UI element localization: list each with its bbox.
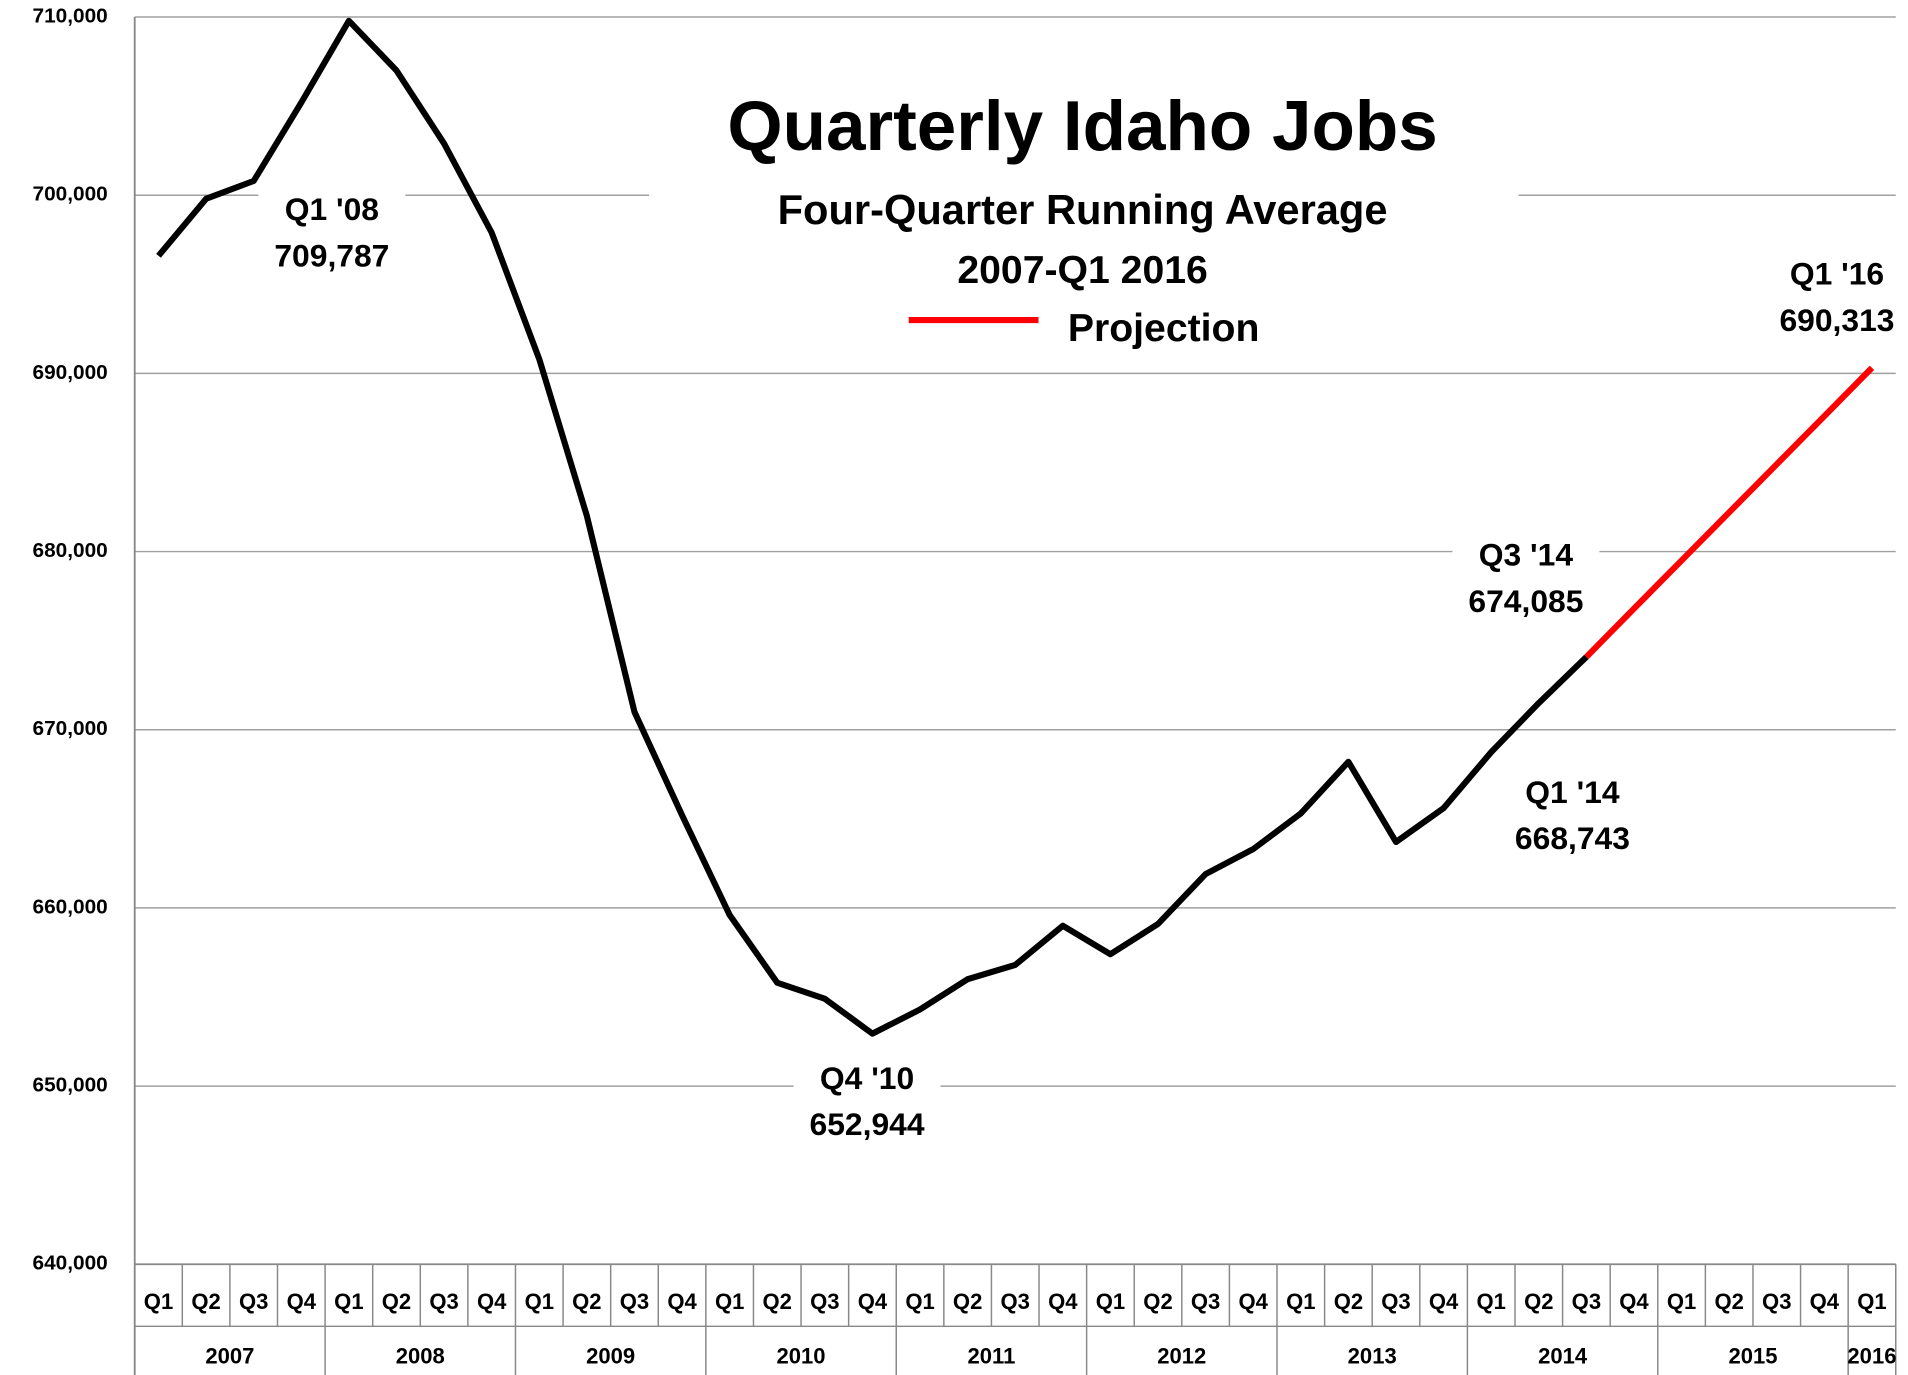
x-tick-label: Q4 [287,1289,317,1314]
y-tick-label: 640,000 [33,1252,108,1275]
x-tick-label: Q1 [1286,1289,1315,1314]
x-tick-label: Q3 [1572,1289,1601,1314]
group-label: 2015 [1728,1344,1777,1369]
y-tick-label: 670,000 [33,717,108,740]
y-tick-label: 680,000 [33,539,108,562]
group-label: 2012 [1157,1344,1206,1369]
annotation: Q3 '14 [1479,537,1574,573]
x-tick-label: Q1 [1857,1289,1886,1314]
x-tick-label: Q2 [1524,1289,1553,1314]
legend-label: Projection [1068,307,1260,350]
x-tick-label: Q1 [525,1289,554,1314]
series-line [1584,365,1875,660]
x-tick-label: Q2 [572,1289,601,1314]
annotation: Q1 '08 [285,191,379,227]
x-tick-label: Q2 [763,1289,792,1314]
y-tick-label: 690,000 [33,361,108,384]
annotation: 652,944 [810,1106,925,1142]
x-tick-label: Q2 [191,1289,220,1314]
annotation-backing [1763,249,1908,350]
y-tick-label: 650,000 [33,1074,108,1097]
x-tick-label: Q4 [858,1289,888,1314]
annotation: Q1 '14 [1525,774,1620,810]
annotation-backing [1452,530,1600,631]
x-tick-label: Q1 [1476,1289,1505,1314]
x-tick-label: Q1 [905,1289,934,1314]
annotation: 709,787 [274,237,389,273]
group-label: 2009 [586,1344,635,1369]
group-label: 2016 [1847,1344,1896,1369]
x-tick-label: Q4 [1239,1289,1269,1314]
x-tick-label: Q4 [1619,1289,1649,1314]
x-tick-label: Q3 [1762,1289,1791,1314]
x-tick-label: Q1 [715,1289,744,1314]
y-tick-label: 710,000 [33,5,108,28]
x-tick-label: Q2 [1714,1289,1743,1314]
x-tick-label: Q2 [1334,1289,1363,1314]
x-tick-label: Q2 [382,1289,411,1314]
annotation: Q1 '16 [1790,256,1884,292]
x-tick-label: Q3 [239,1289,268,1314]
x-tick-label: Q4 [1429,1289,1459,1314]
x-tick-label: Q1 [144,1289,173,1314]
x-tick-label: Q4 [1810,1289,1840,1314]
chart-subtitle: 2007-Q1 2016 [957,249,1207,292]
annotation: 690,313 [1779,302,1894,338]
x-tick-label: Q4 [1048,1289,1078,1314]
annotation-backing [258,184,406,285]
x-tick-label: Q3 [1381,1289,1410,1314]
annotation: 668,743 [1515,820,1630,856]
annotation-backing [793,1053,941,1154]
background-layer [134,16,1896,1265]
group-label: 2007 [205,1344,254,1369]
x-tick-label: Q1 [334,1289,363,1314]
x-tick-label: Q4 [667,1289,697,1314]
chart-title: Quarterly Idaho Jobs [727,87,1437,166]
x-tick-label: Q4 [477,1289,507,1314]
y-tick-label: 700,000 [33,183,108,206]
x-tick-label: Q3 [1191,1289,1220,1314]
x-tick-label: Q2 [1143,1289,1172,1314]
x-tick-label: Q3 [429,1289,458,1314]
y-tick-label: 660,000 [33,895,108,918]
x-tick-label: Q1 [1096,1289,1125,1314]
series-line [156,17,1589,1037]
group-label: 2011 [968,1344,1016,1369]
group-label: 2010 [777,1344,826,1369]
title-backing [649,85,1519,372]
group-label: 2008 [396,1344,445,1369]
x-tick-label: Q2 [953,1289,982,1314]
chart-subtitle: Four-Quarter Running Average [778,186,1388,233]
group-label: 2014 [1538,1344,1588,1369]
x-tick-label: Q1 [1667,1289,1696,1314]
annotation-backing [1498,767,1646,868]
x-tick-label: Q3 [1001,1289,1030,1314]
group-label: 2013 [1348,1344,1397,1369]
x-tick-label: Q3 [620,1289,649,1314]
annotation: 674,085 [1468,583,1583,619]
annotation: Q4 '10 [820,1060,914,1096]
x-tick-label: Q3 [810,1289,839,1314]
